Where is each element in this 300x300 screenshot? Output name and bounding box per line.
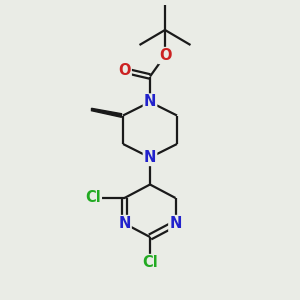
Text: N: N [169,216,182,231]
Text: N: N [144,150,156,165]
Polygon shape [92,108,122,117]
Text: O: O [159,48,171,63]
Text: Cl: Cl [142,255,158,270]
Text: Cl: Cl [85,190,101,206]
Text: N: N [118,216,131,231]
Text: O: O [118,63,131,78]
Text: N: N [144,94,156,110]
